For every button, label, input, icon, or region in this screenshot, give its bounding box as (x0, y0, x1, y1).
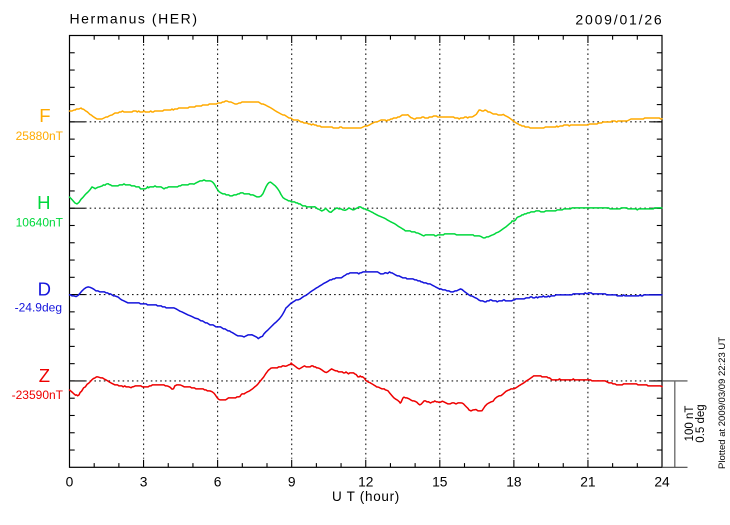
svg-text:0.5 deg: 0.5 deg (695, 404, 707, 442)
svg-text:-24.9deg: -24.9deg (15, 300, 62, 314)
svg-text:10640nT: 10640nT (16, 216, 64, 230)
svg-text:H: H (37, 192, 50, 213)
svg-text:100 nT: 100 nT (684, 406, 696, 442)
svg-text:0: 0 (66, 475, 74, 490)
svg-text:D: D (38, 278, 51, 299)
svg-text:15: 15 (432, 475, 448, 490)
svg-text:12: 12 (358, 475, 373, 490)
svg-text:-23590nT: -23590nT (12, 388, 64, 402)
svg-text:Z: Z (39, 365, 50, 386)
svg-text:Plotted at 2009/03/09 22:23 UT: Plotted at 2009/03/09 22:23 UT (717, 337, 728, 469)
svg-text:25880nT: 25880nT (16, 129, 64, 143)
svg-text:F: F (39, 105, 50, 126)
svg-text:U T (hour): U T (hour) (332, 489, 400, 504)
svg-text:9: 9 (288, 475, 296, 490)
svg-text:6: 6 (214, 475, 222, 490)
svg-text:2009/01/26: 2009/01/26 (575, 12, 663, 28)
svg-text:24: 24 (654, 475, 670, 490)
svg-text:3: 3 (140, 475, 148, 490)
svg-text:Hermanus (HER): Hermanus (HER) (70, 11, 199, 27)
svg-text:21: 21 (580, 475, 595, 490)
svg-text:18: 18 (506, 475, 522, 490)
